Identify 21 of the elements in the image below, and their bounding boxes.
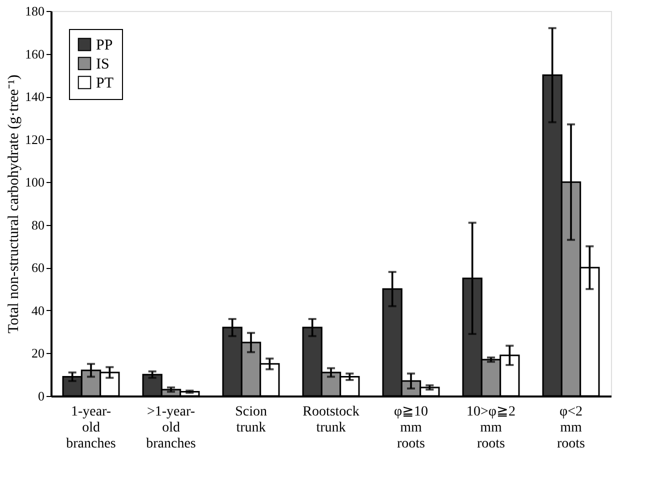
y-tick-label: 20 bbox=[32, 346, 44, 361]
y-tick-label: 60 bbox=[32, 260, 44, 276]
y-axis-title: Total non-structural carbohydrate (g·tree⁻¹) bbox=[6, 74, 22, 334]
y-tick-label: 120 bbox=[25, 132, 44, 147]
x-tick-label: 1-year- old branches bbox=[66, 404, 116, 452]
y-tick-label: 40 bbox=[32, 302, 44, 318]
y-tick-label: 180 bbox=[25, 4, 44, 18]
y-tick-label: 160 bbox=[25, 46, 44, 62]
y-tick-label: 140 bbox=[25, 89, 44, 104]
legend-label: IS bbox=[96, 56, 110, 72]
x-tick-label: φ≧10 mm roots bbox=[394, 404, 428, 452]
x-tick-label: Scion trunk bbox=[235, 404, 267, 436]
legend-label: PT bbox=[96, 76, 114, 92]
legend-label: PP bbox=[96, 38, 113, 54]
y-tick-label: 80 bbox=[32, 217, 44, 232]
x-tick-label: 10>φ≧2 mm roots bbox=[466, 404, 516, 452]
x-tick-label: >1-year- old branches bbox=[146, 404, 196, 452]
y-tick-label: 100 bbox=[25, 174, 44, 190]
x-tick-label: φ<2 mm roots bbox=[557, 404, 585, 452]
y-tick-label: 0 bbox=[38, 388, 44, 404]
x-tick-label: Rootstock trunk bbox=[302, 404, 360, 436]
